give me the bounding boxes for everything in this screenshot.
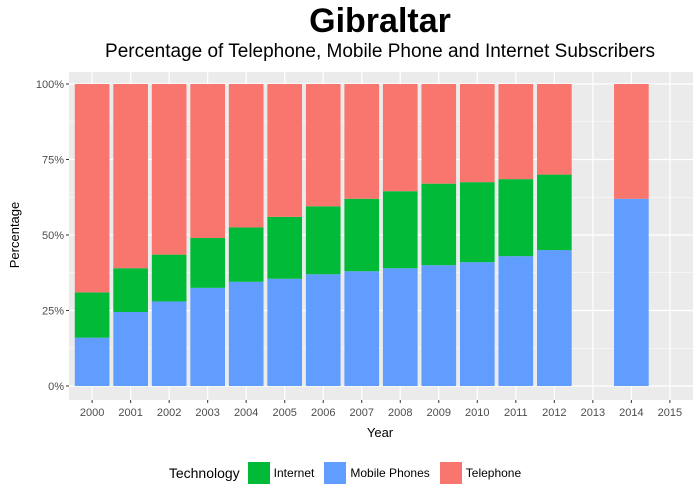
legend-label-internet: Internet bbox=[273, 466, 315, 480]
stacked-bar-chart: 0% 25% 50% 75% 100% 2000 2001 2002 2003 2004 2005… bbox=[7, 72, 693, 440]
bar-internet-2002 bbox=[151, 254, 187, 302]
x-tick-label: 2010 bbox=[465, 407, 489, 419]
bar-internet-2001 bbox=[113, 268, 148, 313]
bar-mobile-phones-2012 bbox=[537, 250, 572, 386]
legend-item-internet: Internet bbox=[247, 462, 315, 484]
bar-mobile-phones-2009 bbox=[421, 265, 457, 386]
bar-mobile-phones-2000 bbox=[74, 337, 110, 386]
x-tick-label: 2002 bbox=[157, 407, 181, 419]
x-tick-label: 2000 bbox=[80, 407, 104, 419]
bar-internet-2009 bbox=[421, 183, 457, 266]
y-tick-label: 100% bbox=[36, 79, 64, 91]
bar-mobile-phones-2014 bbox=[614, 198, 649, 386]
legend-item-telephone: Telephone bbox=[439, 462, 522, 484]
legend: Technology Internet Mobile Phones Teleph… bbox=[0, 462, 700, 484]
bar-mobile-phones-2007 bbox=[344, 271, 380, 386]
x-axis-title: Year bbox=[367, 425, 394, 440]
bar-internet-2005 bbox=[267, 216, 303, 279]
bar-mobile-phones-2008 bbox=[382, 268, 418, 386]
bar-mobile-phones-2010 bbox=[459, 262, 495, 386]
x-tick-label: 2004 bbox=[234, 407, 258, 419]
bar-telephone-2009 bbox=[421, 84, 457, 184]
bar-telephone-2010 bbox=[459, 84, 495, 183]
x-tick-label: 2001 bbox=[118, 407, 142, 419]
bar-telephone-2006 bbox=[305, 84, 341, 207]
bar-telephone-2007 bbox=[344, 84, 380, 199]
legend-label-mobile-phones: Mobile Phones bbox=[350, 466, 430, 480]
x-tick-label: 2014 bbox=[619, 407, 643, 419]
x-tick-label: 2007 bbox=[349, 407, 373, 419]
bar-telephone-2003 bbox=[190, 84, 225, 239]
bar-internet-2012 bbox=[537, 174, 572, 251]
bar-internet-2003 bbox=[190, 238, 225, 288]
legend-swatch-internet bbox=[247, 462, 270, 484]
bar-telephone-2014 bbox=[614, 84, 649, 199]
x-tick-label: 2006 bbox=[311, 407, 335, 419]
bar-telephone-2008 bbox=[382, 84, 418, 192]
x-tick-label: 2012 bbox=[542, 407, 566, 419]
bars-group bbox=[74, 84, 649, 386]
bar-mobile-phones-2002 bbox=[151, 301, 187, 386]
bar-telephone-2005 bbox=[267, 84, 303, 217]
bar-telephone-2012 bbox=[537, 84, 572, 175]
bar-mobile-phones-2005 bbox=[267, 278, 303, 386]
y-axis: 0% 25% 50% 75% 100% bbox=[36, 79, 69, 393]
bar-internet-2008 bbox=[382, 191, 418, 269]
bar-internet-2006 bbox=[305, 206, 341, 275]
x-tick-label: 2013 bbox=[581, 407, 605, 419]
x-tick-label: 2005 bbox=[272, 407, 296, 419]
x-tick-label: 2009 bbox=[427, 407, 451, 419]
bar-telephone-2001 bbox=[113, 84, 148, 269]
bar-internet-2000 bbox=[74, 292, 110, 338]
bar-mobile-phones-2004 bbox=[228, 281, 264, 386]
bar-telephone-2011 bbox=[498, 84, 534, 180]
x-axis: 2000 2001 2002 2003 2004 2005 2006 2007 2008 2009… bbox=[80, 400, 682, 419]
y-axis-title: Percentage bbox=[7, 202, 22, 269]
x-tick-label: 2015 bbox=[658, 407, 682, 419]
bar-internet-2010 bbox=[459, 182, 495, 263]
bar-mobile-phones-2001 bbox=[113, 312, 148, 386]
legend-swatch-mobile-phones bbox=[324, 462, 347, 484]
legend-label-telephone: Telephone bbox=[465, 466, 522, 480]
legend-item-mobile-phones: Mobile Phones bbox=[324, 462, 430, 484]
x-tick-label: 2011 bbox=[504, 407, 528, 419]
bar-internet-2004 bbox=[228, 227, 264, 282]
chart-title: Gibraltar bbox=[309, 2, 451, 40]
bar-internet-2011 bbox=[498, 179, 534, 257]
legend-title: Technology bbox=[168, 465, 240, 481]
bar-mobile-phones-2003 bbox=[190, 287, 225, 386]
bar-telephone-2002 bbox=[151, 84, 187, 255]
x-tick-label: 2003 bbox=[195, 407, 219, 419]
chart-subtitle: Percentage of Telephone, Mobile Phone an… bbox=[105, 41, 655, 62]
bar-telephone-2000 bbox=[74, 84, 110, 293]
bar-mobile-phones-2011 bbox=[498, 256, 534, 386]
bar-internet-2007 bbox=[344, 198, 380, 272]
y-tick-label: 0% bbox=[48, 381, 64, 393]
y-tick-label: 75% bbox=[42, 155, 64, 167]
bar-telephone-2004 bbox=[228, 84, 264, 228]
legend-swatch-telephone bbox=[439, 462, 462, 484]
bar-mobile-phones-2006 bbox=[305, 274, 341, 386]
y-tick-label: 50% bbox=[42, 230, 64, 242]
x-tick-label: 2008 bbox=[388, 407, 412, 419]
y-tick-label: 25% bbox=[42, 306, 64, 318]
